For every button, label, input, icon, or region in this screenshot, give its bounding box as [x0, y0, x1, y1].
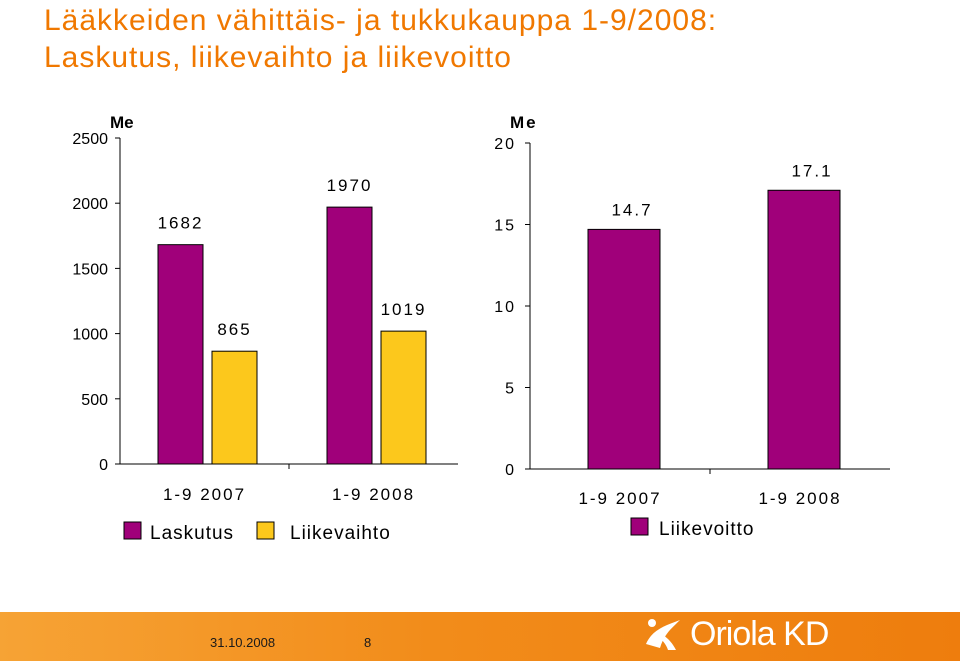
data-label: 1019 — [381, 300, 427, 319]
x-category-label: 1-9 2008 — [758, 489, 841, 508]
bar-liikevoitto — [587, 228, 661, 470]
bar-laskutus — [157, 244, 204, 465]
title-line-1: Lääkkeiden vähittäis- ja tukkukauppa 1-9… — [44, 4, 718, 37]
y-axis-unit-label: Me — [110, 113, 134, 132]
y-tick-label: 0 — [99, 457, 108, 474]
oriola-kd-logo: Oriola KD — [642, 614, 829, 654]
y-tick-label: 0 — [505, 462, 516, 479]
y-tick-label: 1500 — [72, 261, 108, 278]
y-axis-unit-label: Me — [510, 113, 538, 132]
y-tick-label: 2000 — [72, 196, 108, 213]
footer-bar: 31.10.2008 8 Oriola KD — [0, 612, 960, 661]
legend-liikevaihto-label: Liikevaihto — [290, 523, 391, 544]
y-tick-label: 1000 — [72, 327, 108, 344]
y-tick-label: 2500 — [72, 131, 108, 148]
legend-laskutus-swatch — [123, 521, 142, 540]
data-label: 14.7 — [611, 200, 652, 219]
bar-liikevaihto — [380, 330, 427, 465]
title-line-2: Laskutus, liikevaihto ja liikevoitto — [44, 41, 512, 74]
legend-liikevoitto-swatch — [630, 517, 649, 536]
y-tick-label: 500 — [81, 392, 108, 409]
data-label: 17.1 — [791, 161, 832, 180]
oriola-logo-icon — [646, 619, 680, 650]
chart-liikevoitto: 0 5 10 15 20 Me 1-9 2007 14.7 1-9 2008 17.1 Liikev… — [494, 113, 890, 540]
data-label: 1682 — [158, 214, 204, 233]
x-category-label: 1-9 2007 — [578, 489, 661, 508]
legend-liikevoitto-label: Liikevoitto — [659, 519, 755, 540]
y-tick-label: 15 — [494, 218, 516, 235]
x-category-label: 1-9 2007 — [163, 485, 246, 504]
logo-wordmark: Oriola KD — [690, 614, 829, 653]
footer-date: 31.10.2008 — [210, 635, 276, 650]
slide-title: Lääkkeiden vähittäis- ja tukkukauppa 1-9… — [44, 2, 717, 76]
data-label: 1970 — [327, 176, 373, 195]
footer-page-number: 8 — [364, 635, 372, 650]
bar-laskutus — [326, 206, 373, 465]
y-tick-label: 10 — [494, 299, 516, 316]
legend-liikevaihto-swatch — [256, 521, 275, 540]
bar-liikevoitto — [767, 189, 841, 470]
legend-laskutus-label: Laskutus — [150, 523, 234, 544]
bar-liikevaihto — [211, 350, 258, 465]
y-tick-label: 5 — [505, 381, 516, 398]
data-label: 865 — [217, 320, 251, 339]
x-category-label: 1-9 2008 — [332, 485, 415, 504]
y-tick-label: 20 — [494, 136, 516, 153]
